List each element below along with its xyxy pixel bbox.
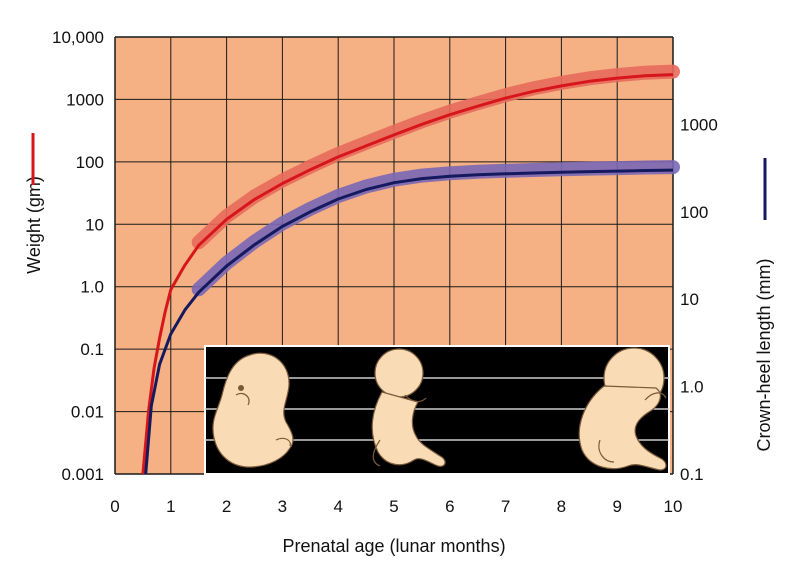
y-right-tick-labels: 0.1 1.0 10 100 1000 bbox=[680, 115, 718, 484]
series-band-length bbox=[191, 160, 680, 297]
y-left-axis-title: Weight (gm) bbox=[24, 176, 44, 274]
y-left-tick-label: 0.01 bbox=[71, 403, 104, 422]
y-left-tick-labels: 0.001 0.01 0.1 1.0 10 100 1000 10,000 bbox=[52, 28, 104, 484]
y-right-tick-label: 1000 bbox=[680, 115, 718, 134]
series-line-weight bbox=[141, 73, 674, 475]
x-tick-label: 2 bbox=[222, 497, 231, 516]
x-tick-label: 9 bbox=[612, 497, 621, 516]
fetus-inset bbox=[204, 345, 670, 475]
y-right-tick-label: 100 bbox=[680, 203, 708, 222]
y-right-tick-label: 1.0 bbox=[680, 378, 704, 397]
y-left-tick-label: 0.1 bbox=[80, 340, 104, 359]
x-tick-label: 7 bbox=[501, 497, 510, 516]
x-tick-label: 6 bbox=[445, 497, 454, 516]
x-tick-label: 1 bbox=[166, 497, 175, 516]
series-band-weight bbox=[191, 64, 680, 250]
x-tick-label: 0 bbox=[110, 497, 119, 516]
y-left-tick-label: 0.001 bbox=[61, 465, 104, 484]
x-tick-label: 4 bbox=[333, 497, 342, 516]
x-tick-label: 10 bbox=[664, 497, 683, 516]
y-right-axis-title: Crown-heel length (mm) bbox=[754, 258, 774, 451]
y-left-tick-label: 10,000 bbox=[52, 28, 104, 47]
y-left-tick-label: 100 bbox=[76, 153, 104, 172]
y-left-tick-label: 1000 bbox=[66, 90, 104, 109]
y-left-tick-label: 1.0 bbox=[80, 278, 104, 297]
series-bands bbox=[191, 64, 680, 297]
x-axis-title: Prenatal age (lunar months) bbox=[282, 536, 505, 556]
y-right-tick-label: 10 bbox=[680, 290, 699, 309]
fetus-icon bbox=[371, 348, 446, 467]
fetus-icon bbox=[578, 347, 667, 471]
x-tick-label: 5 bbox=[389, 497, 398, 516]
series-lines bbox=[141, 73, 674, 475]
x-tick-label: 8 bbox=[557, 497, 566, 516]
embryo-icon bbox=[212, 352, 294, 468]
y-right-tick-label: 0.1 bbox=[680, 465, 704, 484]
x-tick-label: 3 bbox=[278, 497, 287, 516]
y-left-tick-label: 10 bbox=[85, 215, 104, 234]
x-tick-labels: 0 1 2 3 4 5 6 7 8 9 10 bbox=[110, 497, 682, 516]
series-line-length bbox=[144, 168, 674, 475]
